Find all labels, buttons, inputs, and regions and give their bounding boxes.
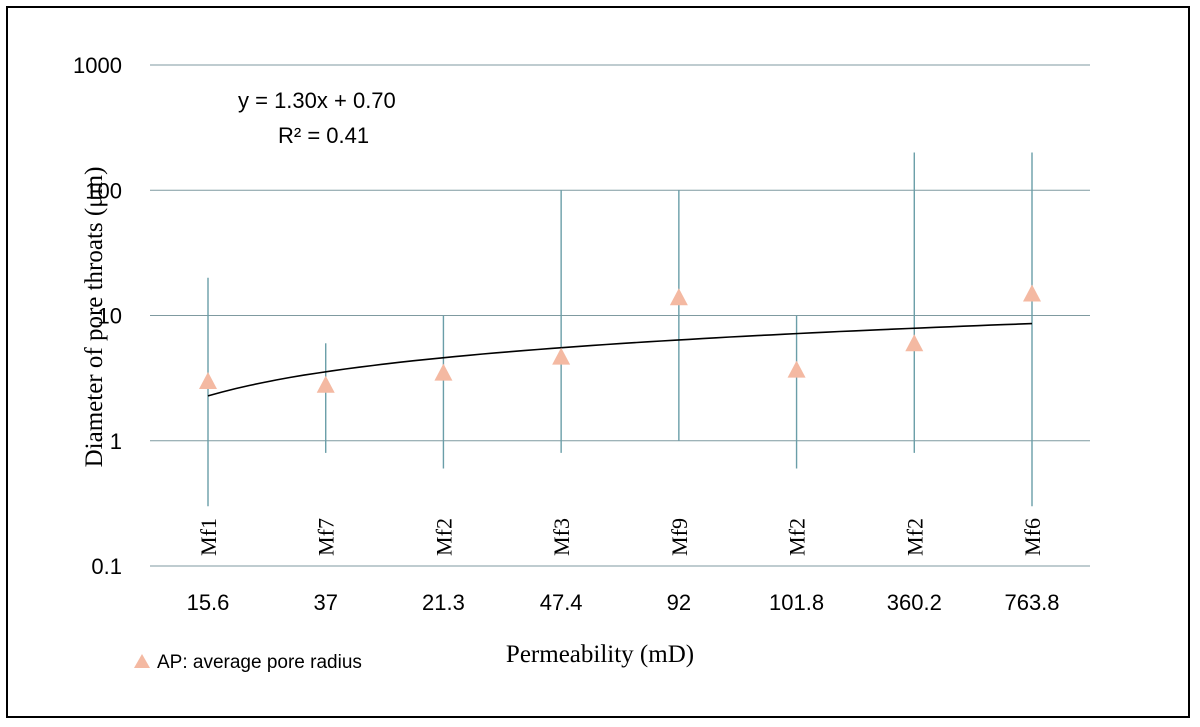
data-point-5 [787, 360, 806, 378]
x-tick-label-0: 15.6 [187, 590, 230, 615]
sample-label-0: Mf1 [196, 518, 221, 556]
legend-marker-triangle [134, 654, 150, 668]
trendline-r-squared: R² = 0.41 [278, 123, 369, 148]
sample-label-2: Mf2 [431, 518, 456, 556]
x-tick-label-2: 21.3 [422, 590, 465, 615]
chart-frame [6, 6, 1190, 718]
data-point-3 [552, 347, 571, 365]
grid-lines [150, 64, 1090, 567]
x-tick-label-7: 763.8 [1004, 590, 1059, 615]
x-tick-label-3: 47.4 [540, 590, 583, 615]
y-axis-title: Diameter of pore throats (μm) [81, 167, 108, 468]
trendline-equation: y = 1.30x + 0.70 [238, 88, 396, 113]
y-tick-label-3: 100 [85, 178, 122, 203]
sample-label-4: Mf9 [667, 518, 692, 556]
data-point-0 [199, 371, 217, 389]
y-tick-labels: 0.1 1 10 100 1000 [73, 53, 122, 579]
data-points [199, 284, 1041, 393]
sample-label-7: Mf6 [1020, 518, 1045, 556]
y-tick-label-4: 1000 [73, 53, 122, 78]
data-point-4 [669, 288, 688, 306]
sample-label-3: Mf3 [549, 518, 574, 556]
sample-label-1: Mf7 [314, 518, 339, 556]
x-tick-labels: 15.6 37 21.3 47.4 92 101.8 360.2 763.8 [187, 590, 1060, 615]
x-axis-title: Permeability (mD) [506, 641, 694, 668]
data-point-7 [1023, 284, 1041, 302]
legend-label: AP: average pore radius [157, 652, 362, 673]
x-tick-label-6: 360.2 [887, 590, 942, 615]
x-tick-label-4: 92 [667, 590, 691, 615]
range-bars [207, 152, 1033, 507]
y-tick-label-2: 10 [98, 304, 122, 329]
sample-labels: Mf1 Mf7 Mf2 Mf3 Mf9 Mf2 Mf2 Mf6 [196, 518, 1045, 556]
x-tick-label-1: 37 [313, 590, 337, 615]
trendline [207, 322, 1033, 397]
data-point-1 [316, 375, 335, 393]
sample-label-5: Mf2 [785, 518, 810, 556]
x-tick-label-5: 101.8 [769, 590, 824, 615]
data-point-2 [434, 363, 453, 381]
sample-label-6: Mf2 [902, 518, 927, 556]
y-tick-label-1: 1 [110, 429, 122, 454]
data-point-6 [905, 334, 924, 352]
y-tick-label-0: 0.1 [91, 554, 122, 579]
